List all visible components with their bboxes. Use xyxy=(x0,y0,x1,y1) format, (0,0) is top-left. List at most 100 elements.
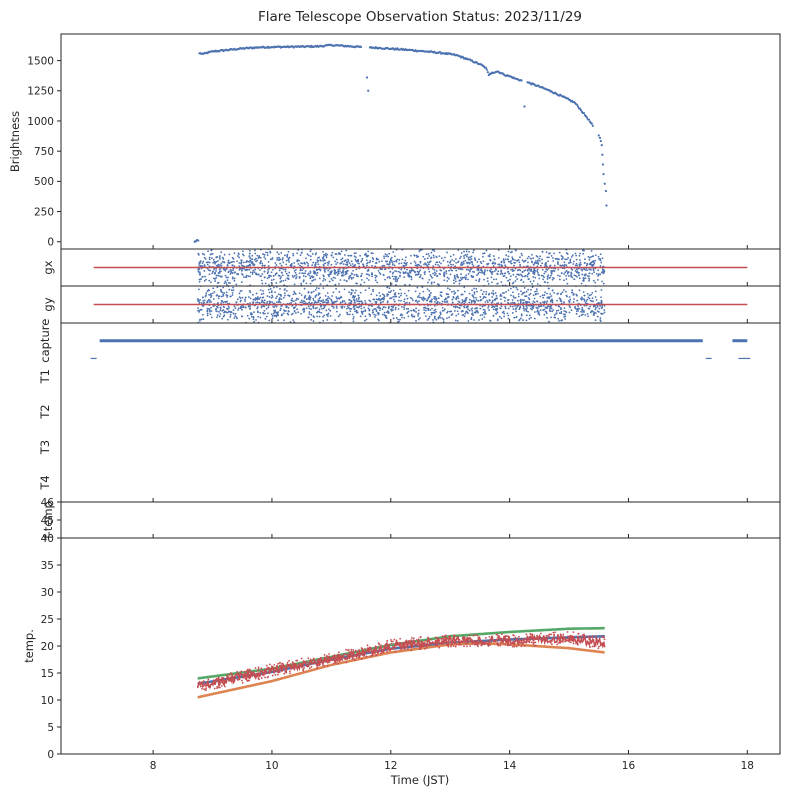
data-point xyxy=(254,268,257,271)
data-point xyxy=(402,642,405,644)
data-point xyxy=(378,291,381,294)
data-point xyxy=(298,276,301,279)
data-point xyxy=(409,644,412,647)
data-point xyxy=(328,275,330,278)
data-point xyxy=(249,257,252,260)
data-point xyxy=(442,259,445,262)
data-point xyxy=(410,262,412,265)
data-point xyxy=(197,270,200,273)
data-point xyxy=(594,290,597,293)
data-point xyxy=(589,646,592,649)
data-point xyxy=(415,311,417,313)
data-point xyxy=(229,295,232,298)
data-point xyxy=(468,298,471,301)
data-point xyxy=(406,301,408,304)
data-point xyxy=(412,308,415,311)
data-point xyxy=(386,639,389,642)
data-point xyxy=(358,652,361,655)
data-point xyxy=(202,305,205,307)
data-point xyxy=(589,299,592,302)
data-point xyxy=(559,297,561,300)
data-point xyxy=(587,255,590,258)
data-point xyxy=(351,313,354,316)
data-point xyxy=(231,294,234,296)
data-point xyxy=(271,317,274,320)
data-point xyxy=(335,307,338,309)
data-point xyxy=(565,311,568,314)
data-point xyxy=(238,256,241,259)
data-point xyxy=(528,314,531,317)
data-point xyxy=(485,249,488,252)
data-point xyxy=(286,256,289,258)
data-point xyxy=(306,253,309,256)
data-point xyxy=(367,647,369,650)
data-point xyxy=(208,261,211,264)
data-point xyxy=(515,315,518,318)
data-point xyxy=(513,645,516,648)
data-point xyxy=(330,298,333,301)
data-point xyxy=(545,637,547,640)
data-point xyxy=(550,316,552,319)
data-point xyxy=(536,306,538,309)
data-point xyxy=(346,312,349,315)
data-point xyxy=(290,264,293,267)
data-point xyxy=(408,271,411,274)
data-point xyxy=(525,290,528,293)
data-point xyxy=(228,307,230,309)
data-point xyxy=(319,305,322,307)
data-point xyxy=(270,290,273,292)
data-point xyxy=(366,644,369,647)
data-point xyxy=(568,300,571,303)
data-point xyxy=(377,305,380,307)
data-point xyxy=(576,635,579,638)
data-point xyxy=(389,291,392,294)
data-point xyxy=(471,309,474,312)
data-point xyxy=(525,310,528,313)
data-point xyxy=(308,307,311,310)
data-point xyxy=(531,308,533,311)
y-tick-label: 40 xyxy=(41,533,54,545)
data-point xyxy=(274,262,277,264)
data-point xyxy=(341,307,343,310)
data-point xyxy=(267,271,270,273)
data-point xyxy=(458,282,461,285)
data-point xyxy=(467,256,470,259)
data-point xyxy=(499,644,502,647)
data-point xyxy=(493,640,496,643)
data-point xyxy=(386,260,388,263)
data-point xyxy=(430,251,433,254)
data-point xyxy=(563,310,566,312)
data-point xyxy=(256,306,259,308)
data-point xyxy=(292,319,295,322)
data-point xyxy=(503,315,506,318)
data-point xyxy=(509,278,512,281)
data-point xyxy=(324,279,327,281)
data-point xyxy=(553,634,555,637)
data-point xyxy=(516,269,519,272)
data-point xyxy=(552,257,554,259)
data-point xyxy=(405,263,408,266)
data-point xyxy=(457,249,460,251)
data-point xyxy=(254,299,257,301)
data-point xyxy=(382,648,385,651)
y-axis-label-temp: temp. xyxy=(22,629,36,663)
data-point xyxy=(507,314,510,317)
data-point xyxy=(585,300,588,303)
data-point xyxy=(486,263,489,266)
data-point xyxy=(226,264,229,267)
data-point xyxy=(391,645,394,648)
data-point xyxy=(354,263,356,266)
data-point xyxy=(485,68,488,71)
data-point xyxy=(371,264,373,267)
data-point xyxy=(322,301,325,303)
data-point xyxy=(331,279,334,282)
data-point xyxy=(496,642,498,645)
data-point xyxy=(429,260,432,263)
data-point xyxy=(504,296,507,299)
data-point xyxy=(248,252,251,255)
data-point xyxy=(214,261,217,263)
data-point xyxy=(537,259,539,262)
data-point xyxy=(506,639,509,641)
data-point xyxy=(228,253,231,256)
data-point xyxy=(435,261,438,264)
